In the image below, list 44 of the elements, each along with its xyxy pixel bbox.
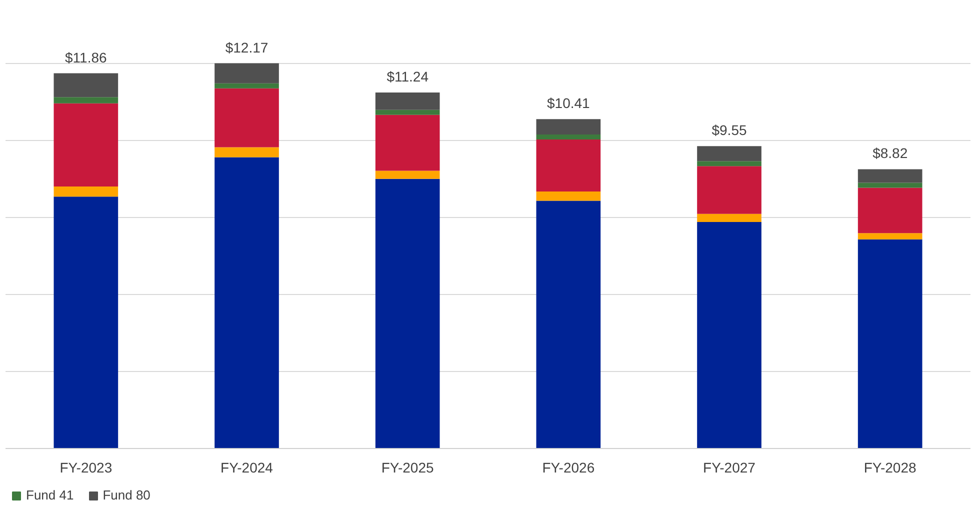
bar bbox=[536, 119, 601, 135]
bar bbox=[697, 166, 762, 214]
bar bbox=[375, 110, 440, 115]
x-tick-label: FY-2024 bbox=[220, 460, 274, 476]
legend-label: Fund 41 bbox=[26, 488, 74, 502]
bar bbox=[536, 134, 601, 140]
bar bbox=[858, 188, 922, 234]
bar bbox=[858, 239, 922, 448]
bar bbox=[214, 157, 279, 448]
bar bbox=[54, 97, 118, 104]
bar bbox=[54, 73, 118, 98]
x-tick-label: FY-2026 bbox=[542, 460, 595, 476]
bar bbox=[375, 114, 440, 171]
annotation: $10.41 bbox=[547, 95, 590, 112]
legend-label: Fund 80 bbox=[102, 488, 150, 502]
annotation: $11.86 bbox=[65, 49, 108, 66]
bar bbox=[536, 192, 601, 201]
bar bbox=[697, 161, 762, 166]
bar bbox=[375, 92, 440, 110]
bar bbox=[214, 63, 279, 84]
bar bbox=[536, 200, 601, 448]
bar bbox=[858, 182, 922, 188]
x-tick-label: FY-2025 bbox=[381, 460, 434, 476]
bar bbox=[214, 147, 279, 158]
bar bbox=[697, 146, 762, 162]
bar bbox=[214, 88, 279, 148]
x-tick-label: FY-2028 bbox=[864, 460, 917, 476]
bar bbox=[54, 186, 118, 197]
bar bbox=[858, 233, 922, 240]
annotation: $9.55 bbox=[712, 122, 747, 138]
annotation: $12.17 bbox=[225, 39, 268, 56]
annotation: $11.24 bbox=[386, 68, 429, 85]
bar bbox=[697, 222, 762, 448]
x-tick-label: FY-2023 bbox=[60, 460, 112, 476]
bar bbox=[214, 83, 279, 88]
x-tick-label: FY-2027 bbox=[703, 460, 756, 476]
bar bbox=[536, 140, 601, 192]
bar bbox=[858, 169, 922, 183]
annotation: $8.82 bbox=[872, 145, 908, 162]
bar bbox=[697, 214, 762, 222]
bar bbox=[54, 103, 118, 187]
bar bbox=[54, 196, 118, 448]
bar bbox=[375, 178, 440, 448]
bar bbox=[375, 170, 440, 179]
